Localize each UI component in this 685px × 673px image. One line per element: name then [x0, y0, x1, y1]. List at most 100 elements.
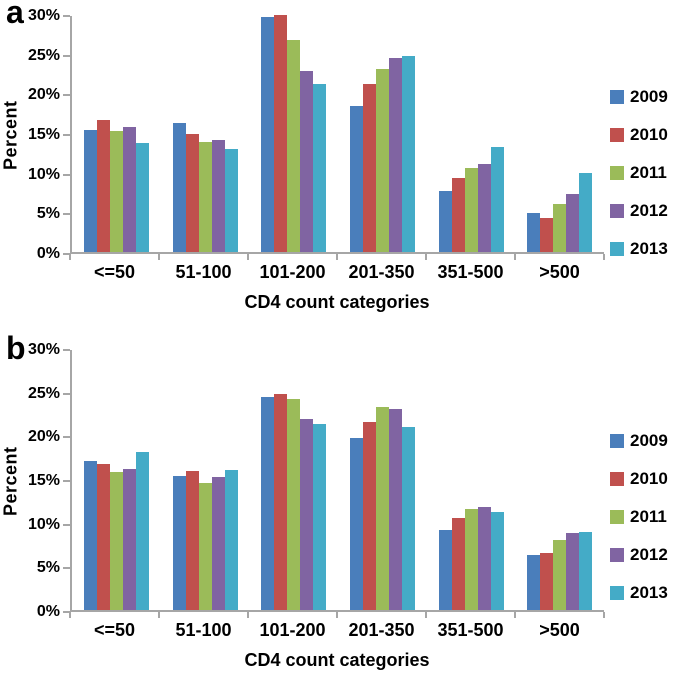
y-tick-label: 10% — [27, 515, 60, 533]
x-tick-mark — [603, 612, 605, 618]
legend-item-2013: 2013 — [610, 583, 668, 602]
panel-label-a: a — [6, 0, 24, 30]
x-category-label: 351-500 — [437, 620, 504, 640]
x-tick-mark — [514, 612, 516, 618]
bar-2011 — [375, 407, 389, 610]
y-tick-label: 25% — [27, 46, 60, 64]
bars-container-a — [72, 15, 604, 252]
legend-item-2011: 2011 — [610, 507, 668, 526]
bar-2013 — [313, 83, 327, 252]
panel-label-b: b — [6, 330, 26, 366]
bar-2013 — [579, 172, 593, 252]
y-tick-mark — [63, 567, 70, 570]
legend-label: 2012 — [630, 545, 668, 564]
bar-2013 — [490, 146, 504, 252]
y-tick-mark — [63, 15, 70, 17]
bar-2013 — [224, 148, 238, 252]
legend-label: 2010 — [630, 125, 668, 144]
bar-2013 — [224, 469, 238, 610]
chart-panel-b: b Percent <=50 51-100 101-200 201-350 351-50… — [0, 330, 685, 673]
bar-2011 — [109, 130, 123, 252]
bar-group — [161, 16, 250, 252]
bar-2011 — [287, 398, 301, 610]
x-category-label: >500 — [539, 620, 580, 640]
bar-2009 — [172, 123, 186, 252]
y-tick-label: 5% — [36, 205, 60, 223]
y-tick-mark — [63, 213, 70, 216]
plot-area-b — [70, 350, 604, 612]
legend-swatch — [610, 472, 624, 486]
bar-2013 — [401, 56, 415, 252]
bar-2011 — [464, 167, 478, 252]
x-category-label: 51-100 — [175, 620, 232, 640]
bar-2009 — [438, 191, 452, 252]
y-tick-mark — [63, 523, 70, 526]
legend-item-2010: 2010 — [610, 125, 668, 144]
bar-2010 — [185, 471, 199, 610]
x-tick-mark — [425, 254, 427, 260]
x-axis-title-a: CD4 count categories — [244, 292, 430, 312]
legend-item-2009: 2009 — [610, 87, 668, 106]
y-tick-label: 10% — [27, 165, 60, 183]
y-tick-label: 5% — [36, 559, 60, 577]
x-tick-mark — [247, 254, 249, 260]
legend-swatch — [610, 586, 624, 600]
bar-2009 — [172, 475, 186, 610]
y-tick-label: 20% — [27, 428, 60, 446]
bar-group — [161, 350, 250, 610]
bar-2011 — [553, 539, 567, 610]
bar-2012 — [211, 477, 225, 610]
bar-2012 — [477, 163, 491, 252]
legend-swatch — [610, 434, 624, 448]
bars-container-b — [72, 350, 604, 610]
x-category-label: 51-100 — [175, 262, 232, 282]
bar-2013 — [135, 143, 149, 252]
x-category-label: 101-200 — [259, 620, 326, 640]
bar-2009 — [261, 16, 275, 252]
bar-2013 — [401, 427, 415, 610]
bar-2012 — [388, 57, 402, 252]
x-tick-mark — [514, 254, 516, 260]
bar-group — [72, 350, 161, 610]
bar-2012 — [122, 468, 136, 610]
bar-2010 — [274, 394, 288, 610]
legend-item-2009: 2009 — [610, 431, 668, 450]
bar-2012 — [122, 126, 136, 252]
bar-group — [249, 350, 338, 610]
bar-group — [249, 15, 338, 252]
bar-2013 — [135, 452, 149, 610]
bar-group — [338, 350, 427, 610]
x-category-label: 201-350 — [348, 620, 415, 640]
y-tick-mark — [63, 480, 70, 482]
y-tick-label: 0% — [36, 603, 60, 620]
x-tick-mark — [158, 612, 160, 618]
y-tick-mark — [63, 94, 70, 97]
y-tick-label: 0% — [36, 245, 60, 262]
x-axis-title-b: CD4 count categories — [244, 650, 430, 670]
legend-swatch — [610, 242, 624, 256]
y-tick-mark — [63, 349, 70, 351]
bar-2010 — [96, 119, 110, 252]
bar-2009 — [83, 460, 97, 610]
legend-label: 2013 — [630, 239, 668, 258]
y-tick-label: 30% — [27, 7, 60, 24]
bar-2010 — [96, 464, 110, 610]
x-tick-mark — [69, 254, 71, 260]
legend-a: 2009 2010 2011 2012 2013 — [610, 87, 668, 258]
y-tick-mark — [63, 173, 70, 176]
bar-group — [338, 16, 427, 252]
x-category-label: <=50 — [93, 620, 136, 640]
legend-label: 2011 — [630, 163, 667, 182]
bar-group — [515, 350, 604, 610]
bar-2009 — [527, 212, 541, 252]
legend-swatch — [610, 510, 624, 524]
y-tick-mark — [63, 54, 70, 57]
bar-2012 — [388, 408, 402, 610]
bar-group — [427, 16, 516, 252]
legend-swatch — [610, 204, 624, 218]
legend-swatch — [610, 548, 624, 562]
bar-2012 — [300, 71, 314, 252]
x-tick-mark — [69, 612, 71, 618]
bar-2010 — [540, 218, 554, 252]
legend-b: 2009 2010 2011 2012 2013 — [610, 431, 668, 602]
